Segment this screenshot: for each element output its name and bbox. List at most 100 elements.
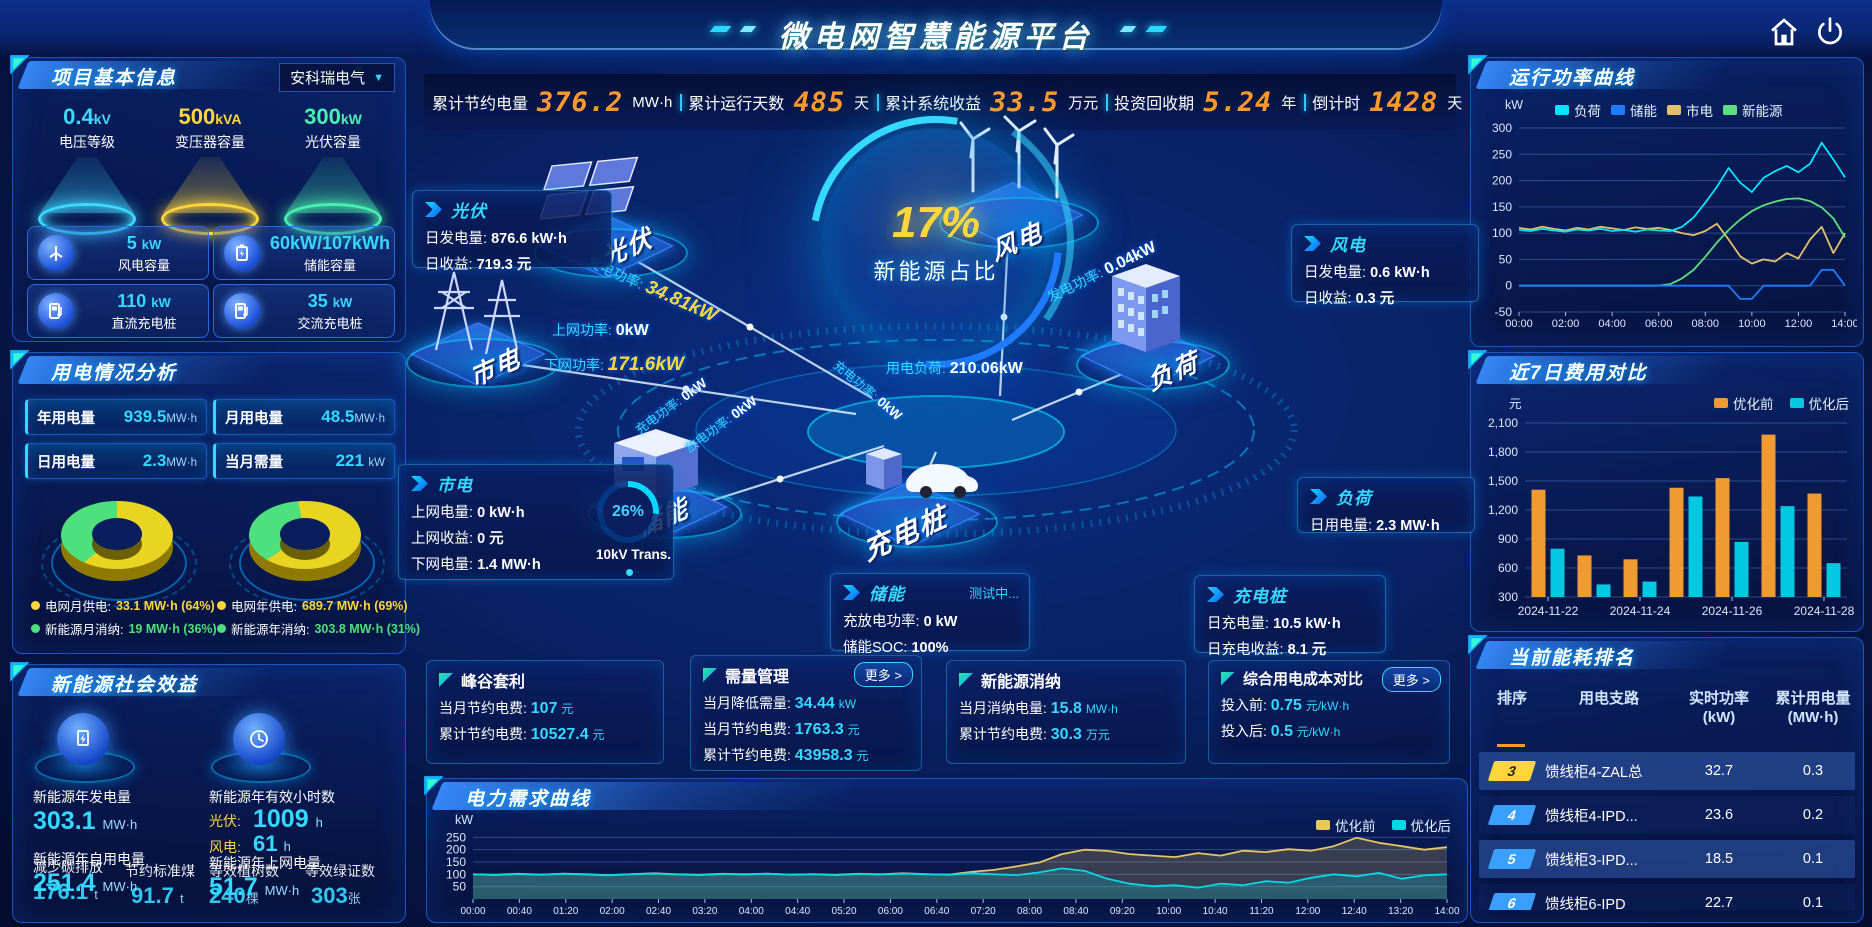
svg-text:14:00: 14:00 xyxy=(1434,906,1459,917)
info-box-charger: 充电桩 日充电量: 10.5 kW·h 日充电收益: 8.1 元 xyxy=(1194,575,1386,658)
realtime-power: 23.6 xyxy=(1704,807,1734,823)
legend-swatch xyxy=(1723,105,1737,115)
card-value: 5 kW xyxy=(126,232,162,253)
bar-优化前-2024-11-25 xyxy=(1669,487,1684,597)
svg-text:150: 150 xyxy=(1492,200,1512,214)
bar-优化后-2024-11-24 xyxy=(1642,581,1657,597)
table-body: 3 馈线柜4-ZAL总 32.7 0.3 4 馈线柜4-IPD... 23.6 … xyxy=(1479,752,1855,910)
renewable-share-gauge: 17% 新能源占比 xyxy=(758,64,1114,420)
platform-transformer-capacity: 500kVA 变压器容量 xyxy=(150,104,270,235)
pill-label: 年用电量 xyxy=(37,410,95,427)
kpi-row: 累计节约电费: 10527.4 元 xyxy=(439,726,605,743)
legend-swatch xyxy=(31,601,40,610)
benefit-label: 等效绿证数 xyxy=(305,863,375,879)
svg-text:-50: -50 xyxy=(1495,305,1513,319)
arrow-icon xyxy=(425,202,442,217)
bar-优化后-2024-11-26 xyxy=(1734,541,1749,597)
node-glow xyxy=(836,496,998,548)
legend-renewable-month: 新能源月消纳: 19 MW·h (36%) xyxy=(31,619,217,638)
svg-text:03:20: 03:20 xyxy=(692,906,717,917)
info-box-title: 充电桩 xyxy=(1207,582,1373,607)
donut-hole xyxy=(92,518,142,550)
panel-corner-icon xyxy=(10,55,30,75)
panel-title: 新能源社会效益 xyxy=(51,675,199,696)
svg-text:10:40: 10:40 xyxy=(1203,906,1228,917)
stat-label: 倒计时 xyxy=(1312,96,1361,113)
legend-swatch xyxy=(217,624,226,633)
benefit-value: 176.1 t xyxy=(33,879,98,904)
info-row: 日用电量: 2.3 MW·h xyxy=(1310,518,1440,534)
benefit-label: 新能源年自用电量 xyxy=(33,851,145,867)
chart-legend: 优化前 优化后 xyxy=(1714,393,1849,413)
panel-power-curve: 运行功率曲线 kW 负荷 储能 市电 新能源 -50 0 50 100 150 200 250 30… xyxy=(1468,55,1864,347)
stat-month-demand: 当月需量 221 kW xyxy=(213,443,395,479)
table-row[interactable]: 6 馈线柜6-IPD 22.7 0.1 xyxy=(1479,884,1855,910)
legend-item-新能源: 新能源 xyxy=(1723,100,1783,120)
info-row: 日发电量: 876.6 kW·h xyxy=(425,231,567,247)
kpi-title-row: 新能源消纳 xyxy=(959,668,1173,692)
home-icon[interactable] xyxy=(1768,16,1800,48)
stat-unit: 年 xyxy=(1281,94,1297,112)
table-row[interactable]: 5 馈线柜3-IPD... 18.5 0.1 xyxy=(1479,840,1855,878)
arrow-icon xyxy=(843,585,860,600)
card-label: 储能容量 xyxy=(303,257,356,273)
svg-text:07:20: 07:20 xyxy=(971,906,996,917)
svg-text:2024-11-26: 2024-11-26 xyxy=(1702,604,1763,618)
table-row[interactable]: 3 馈线柜4-ZAL总 32.7 0.3 xyxy=(1479,752,1855,790)
node-wind xyxy=(935,105,1099,249)
stat-system-income: 累计系统收益 33.5 万元 xyxy=(877,87,1106,118)
power-curve-chart-canvas: -50 0 50 100 150 200 250 300 00:00 02:00 04:00 06:0… xyxy=(1492,121,1859,330)
panel-corner-icon xyxy=(10,350,30,370)
chart-legend: 负荷 储能 市电 新能源 xyxy=(1555,100,1783,120)
benefit-value: 303.1 MW·h xyxy=(33,807,138,835)
arrow-icon xyxy=(1304,236,1321,251)
branch-name: 馈线柜4-ZAL总 xyxy=(1545,764,1643,781)
benefit-label: 新能源年上网电量 xyxy=(209,855,321,871)
svg-text:06:00: 06:00 xyxy=(1645,318,1673,330)
legend-swatch xyxy=(1789,398,1804,408)
lightning-icon xyxy=(57,713,109,765)
dc-charger-icon xyxy=(38,293,74,329)
platform-value: 500kVA xyxy=(178,104,242,129)
panel-corner-icon xyxy=(424,776,444,796)
company-dropdown[interactable]: 安科瑞电气 ▼ xyxy=(279,63,395,92)
power-curve-chart: -50 0 50 100 150 200 250 300 00:00 02:00 04:00 06:0… xyxy=(1475,120,1859,338)
more-button[interactable]: 更多 > xyxy=(1381,667,1441,692)
legend-swatch xyxy=(1714,398,1728,408)
bar-优化后-2024-11-23 xyxy=(1596,584,1611,597)
kpi-row: 投入后: 0.5 元/kW·h xyxy=(1221,723,1341,740)
pill-value: 48.5MW·h xyxy=(321,407,385,426)
bar-优化前-2024-11-28 xyxy=(1807,493,1822,597)
realtime-power: 32.7 xyxy=(1704,763,1734,779)
benefit-value: 61 h xyxy=(253,831,291,856)
transformer-load-value: 26% xyxy=(603,487,653,537)
more-button[interactable]: 更多 > xyxy=(853,662,913,687)
platform-label: 电压等级 xyxy=(59,134,115,150)
header-underline xyxy=(1497,744,1525,747)
chevron-down-icon: ▼ xyxy=(373,71,384,84)
card-text: 5 kW 风电容量 xyxy=(80,233,208,274)
kpi-stats-bar: 累计节约电量 376.2 MW·h 累计运行天数 485 天 累计系统收益 33… xyxy=(424,74,1462,130)
flow-feed-in-power: 上网功率: 0kW xyxy=(552,322,649,339)
kpi-row: 当月消纳电量: 15.8 MW·h xyxy=(959,700,1118,717)
legend-grid-year: 电网年供电: 689.7 MW·h (69%) xyxy=(217,596,408,615)
series-储能 xyxy=(1519,268,1846,300)
table-row[interactable]: 4 馈线柜4-IPD... 23.6 0.2 xyxy=(1479,796,1855,834)
svg-text:0: 0 xyxy=(1505,279,1512,293)
arrow-icon xyxy=(411,476,428,491)
pill-value: 2.3MW·h xyxy=(142,451,197,470)
power-icon[interactable] xyxy=(1814,16,1846,48)
col-rank: 排序 xyxy=(1496,690,1527,707)
bar-优化后-2024-11-27 xyxy=(1780,506,1795,597)
ev-charger-icon xyxy=(866,448,978,498)
card-value: 110 kW xyxy=(117,290,171,311)
svg-text:04:40: 04:40 xyxy=(785,906,810,917)
info-box-title: 光伏 xyxy=(425,197,599,222)
svg-text:01:20: 01:20 xyxy=(553,906,578,917)
svg-text:00:00: 00:00 xyxy=(1505,318,1533,330)
bar-优化前-2024-11-24 xyxy=(1623,559,1638,597)
stat-energy-saved: 累计节约电量 376.2 MW·h xyxy=(424,87,680,118)
stat-unit: MW·h xyxy=(632,93,673,111)
stat-payback-period: 投资回收期 5.24 年 xyxy=(1106,87,1304,118)
